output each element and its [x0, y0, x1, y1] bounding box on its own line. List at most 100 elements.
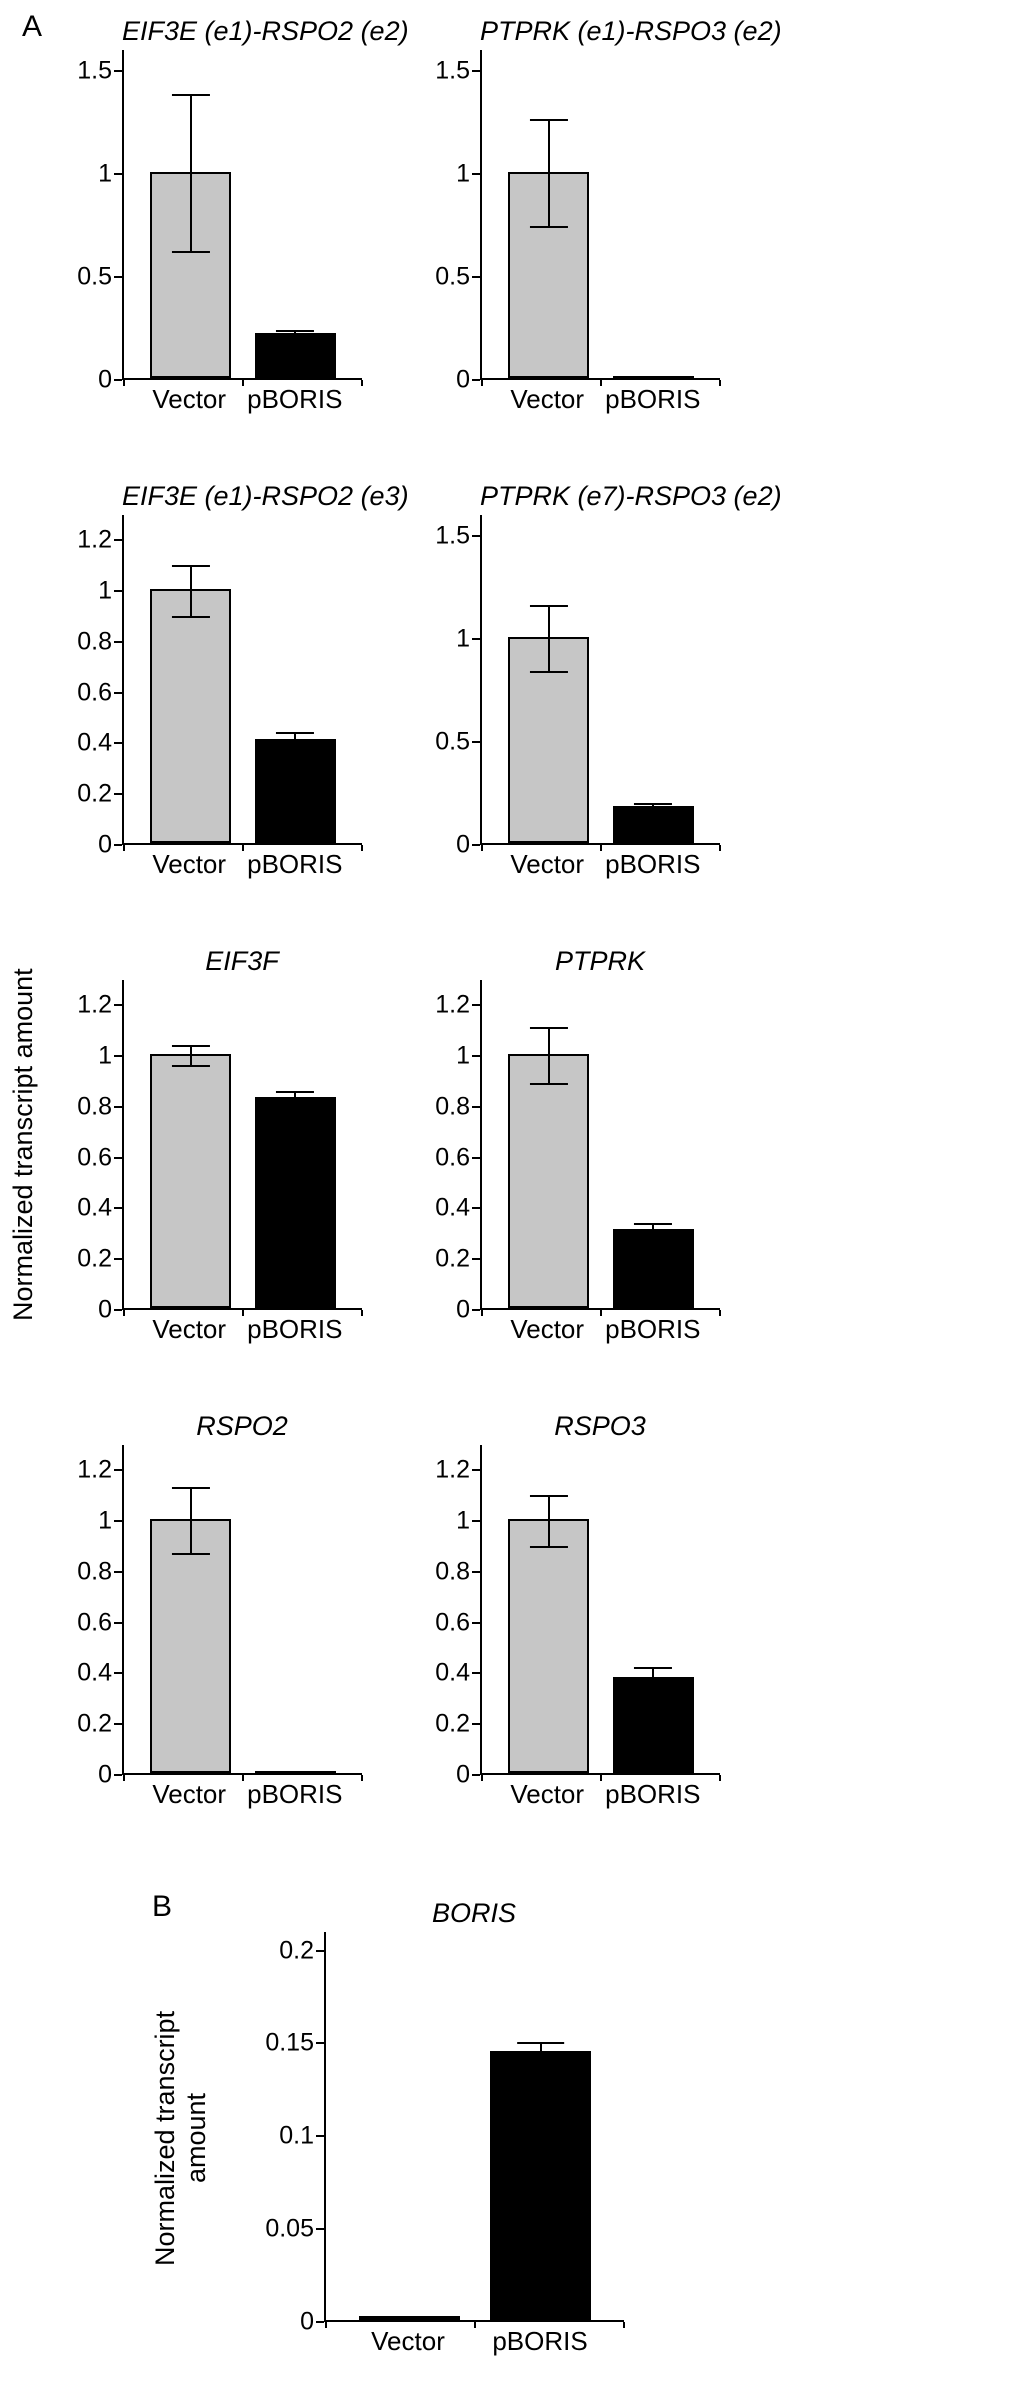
chart-eif3e-e1-rspo2-e2: EIF3E (e1)-RSPO2 (e2) 0 0.5 1 1.5 Vector pBORI…: [58, 14, 408, 479]
y-tick-mark: [316, 2135, 324, 2138]
x-tick-mark: [123, 1310, 125, 1316]
y-tick-label: 0.5: [77, 262, 112, 291]
error-bar-cap-bottom: [276, 1105, 315, 1108]
y-tick-label: 0.2: [77, 1709, 112, 1738]
error-bar: [294, 1091, 297, 1107]
y-tick-mark: [472, 534, 480, 537]
x-tick-mark: [719, 1310, 721, 1316]
y-tick-label: 1.2: [435, 990, 470, 1019]
error-bar-cap-bottom: [276, 747, 315, 750]
x-tick-mark: [474, 2322, 476, 2328]
chart-ptprk-e7-rspo3-e2: PTPRK (e7)-RSPO3 (e2) 0 0.5 1 1.5 Vector pBORI…: [416, 479, 781, 944]
y-tick-mark: [472, 1723, 480, 1726]
error-bar: [547, 120, 550, 228]
y-tick-mark: [472, 1309, 480, 1311]
bar-pboris: [254, 1771, 336, 1773]
x-tick-mark: [361, 1775, 363, 1781]
x-tick-mark: [600, 1775, 602, 1781]
y-tick-label: 1: [98, 576, 112, 605]
y-tick-mark: [472, 1207, 480, 1210]
y-tick-label: 0.2: [77, 779, 112, 808]
y-tick-label: 0.8: [77, 1092, 112, 1121]
y-tick-mark: [472, 1004, 480, 1007]
x-category-label-pboris: pBORIS: [247, 384, 343, 414]
x-category-label-vector: Vector: [152, 384, 227, 414]
x-tick-mark: [242, 380, 244, 386]
chart-rspo3: RSPO3 0 0.2 0.4 0.6 0.8 1 1.2 Vector pBORIS: [416, 1409, 738, 1874]
chart-boris: BORIS 0 0.05 0.1 0.15 0.2 Vector pBORIS: [240, 1896, 625, 2358]
y-tick-mark: [316, 2228, 324, 2231]
y-tick-label: 0.6: [77, 678, 112, 707]
x-tick-mark: [600, 1310, 602, 1316]
chart-eif3e-e1-rspo2-e3: EIF3E (e1)-RSPO2 (e3) 0 0.2 0.4 0.6 0.8 1 1.2 Ve…: [58, 479, 408, 944]
y-tick-label: 1.5: [77, 56, 112, 85]
panel-b-label: B: [152, 1890, 173, 1923]
error-bar-cap-bottom: [529, 1545, 568, 1548]
y-tick-label: 1: [456, 1041, 470, 1070]
y-tick-label: 0.4: [435, 1658, 470, 1687]
y-tick-mark: [316, 2321, 324, 2323]
y-tick-label: 0.5: [435, 262, 470, 291]
x-axis-labels: Vector pBORIS: [122, 1310, 362, 1346]
bar-vector: [150, 589, 232, 843]
error-bar-cap-top: [171, 1045, 210, 1047]
chart-body: 0 0.2 0.4 0.6 0.8 1 1.2: [58, 980, 380, 1322]
error-bar-cap-top: [529, 1027, 568, 1030]
y-tick-label: 0: [456, 830, 470, 859]
y-tick-mark: [472, 69, 480, 72]
x-category-label-pboris: pBORIS: [605, 849, 701, 879]
error-bar-cap-top: [171, 1487, 210, 1490]
chart-body: 0 0.2 0.4 0.6 0.8 1 1.2: [416, 1445, 738, 1787]
panel-b-y-axis-title-line1: Normalized transcript: [150, 2010, 180, 2266]
y-tick-mark: [114, 742, 122, 745]
x-category-label-pboris: pBORIS: [605, 384, 701, 414]
error-bar-cap-top: [529, 604, 568, 607]
plot-area: [114, 50, 363, 386]
panel-a-y-axis-title: Normalized transcript amount: [8, 968, 38, 1322]
y-tick-label: 0: [98, 1295, 112, 1324]
panel-b-y-axis-title-line2: amount: [181, 2092, 211, 2184]
chart-title: BORIS: [431, 1898, 517, 1928]
panel-a-label: A: [22, 10, 43, 43]
y-axis-tick-labels: 0 0.2 0.4 0.6 0.8 1 1.2: [58, 980, 122, 1322]
error-bar-cap-top: [276, 329, 315, 332]
y-tick-mark: [472, 1258, 480, 1261]
error-bar-cap-top: [516, 2042, 565, 2045]
error-bar: [547, 1495, 550, 1547]
y-tick-label: 1.2: [77, 1455, 112, 1484]
y-tick-mark: [472, 1570, 480, 1573]
plot-area: [472, 980, 721, 1316]
y-tick-label: 0.15: [265, 2028, 314, 2057]
y-tick-label: 1.2: [435, 1455, 470, 1484]
error-bar: [652, 1223, 655, 1239]
y-tick-label: 0.5: [435, 727, 470, 756]
chart-title: RSPO3: [554, 1411, 646, 1441]
bar-pboris: [489, 2050, 592, 2320]
x-axis-labels: Vector pBORIS: [122, 380, 362, 416]
y-tick-label: 0.6: [435, 1143, 470, 1172]
x-category-label-vector: Vector: [510, 384, 585, 414]
y-tick-mark: [114, 1520, 122, 1523]
chart-rspo2: RSPO2 0 0.2 0.4 0.6 0.8 1 1.2 Vector pBORIS: [58, 1409, 380, 1874]
chart-eif3f: EIF3F 0 0.2 0.4 0.6 0.8 1 1.2 Vector pBORIS: [58, 944, 380, 1409]
y-tick-label: 0.1: [279, 2121, 314, 2150]
error-bar-cap-bottom: [276, 337, 315, 340]
error-bar-cap-bottom: [171, 1065, 210, 1068]
chart-title: EIF3F: [205, 946, 279, 976]
y-tick-label: 0.2: [77, 1244, 112, 1273]
bar-pboris: [254, 332, 336, 378]
y-tick-mark: [316, 1949, 324, 1952]
error-bar-cap-bottom: [634, 811, 673, 813]
x-tick-mark: [361, 380, 363, 386]
x-tick-mark: [719, 845, 721, 851]
chart-body: 0 0.5 1 1.5: [58, 50, 380, 392]
x-tick-mark: [600, 380, 602, 386]
y-tick-mark: [114, 172, 122, 175]
y-tick-mark: [472, 172, 480, 175]
y-tick-mark: [114, 1004, 122, 1007]
y-tick-label: 0.8: [77, 1557, 112, 1586]
y-tick-label: 0: [98, 365, 112, 394]
y-axis-tick-labels: 0 0.2 0.4 0.6 0.8 1 1.2: [416, 980, 480, 1322]
x-tick-mark: [719, 1775, 721, 1781]
x-category-label-pboris: pBORIS: [605, 1314, 701, 1344]
